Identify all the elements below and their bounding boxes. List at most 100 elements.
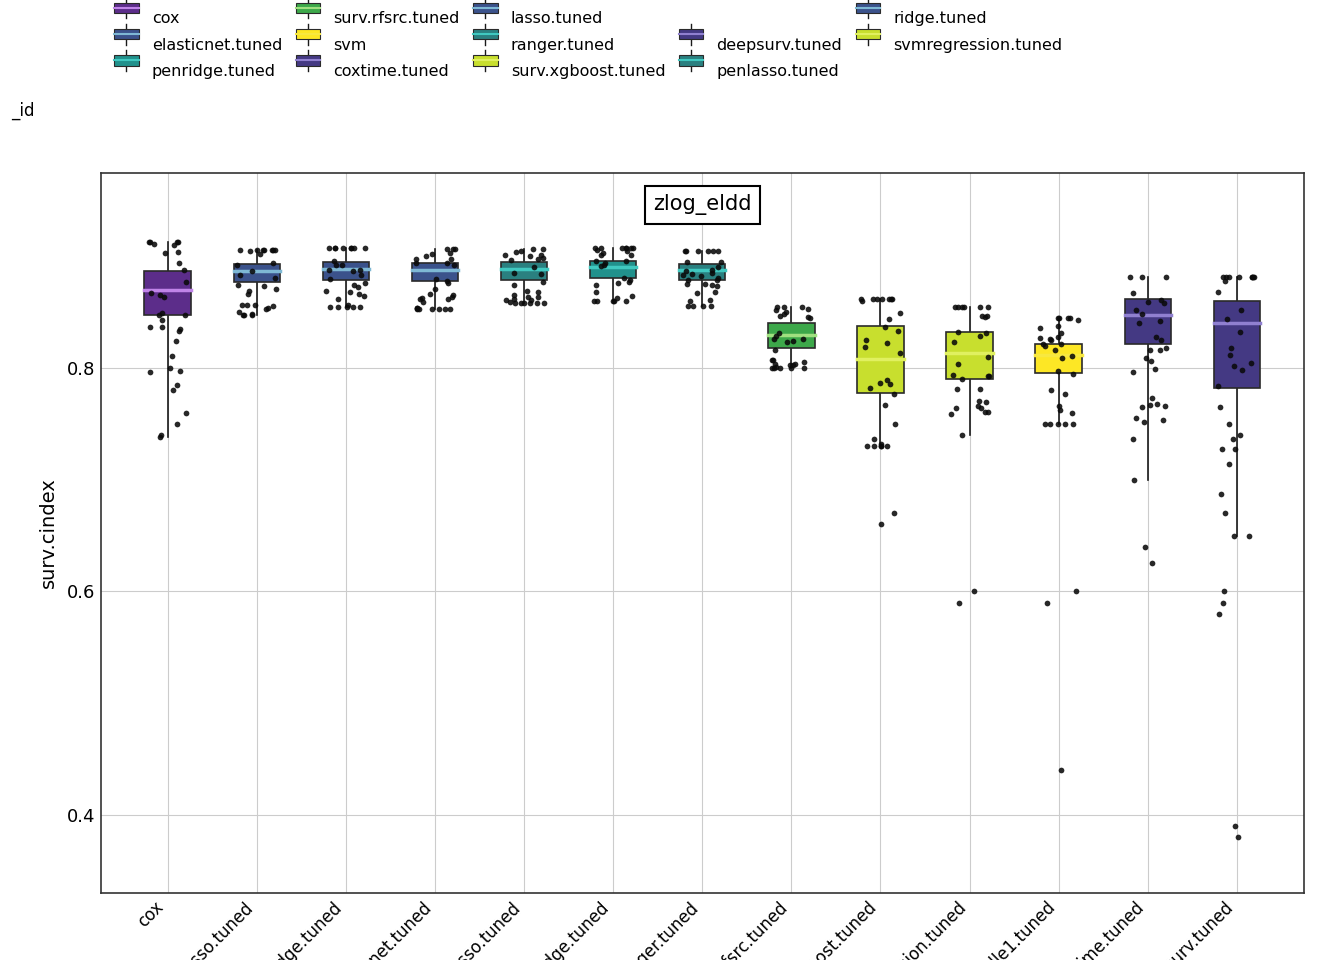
Point bbox=[767, 325, 789, 341]
Point bbox=[328, 292, 349, 307]
Point bbox=[353, 276, 375, 291]
Point bbox=[140, 234, 161, 250]
Point bbox=[855, 340, 876, 355]
Point bbox=[586, 294, 607, 309]
Point bbox=[1140, 342, 1161, 357]
Point bbox=[1141, 556, 1163, 571]
Point bbox=[1040, 332, 1062, 348]
Point bbox=[590, 258, 612, 274]
Bar bbox=[144, 271, 191, 315]
Point bbox=[862, 291, 883, 306]
Point bbox=[1215, 269, 1236, 284]
Point bbox=[144, 236, 165, 252]
Point bbox=[255, 301, 277, 317]
Point bbox=[974, 404, 996, 420]
Point bbox=[1145, 329, 1167, 345]
Point bbox=[1242, 269, 1263, 284]
Point bbox=[875, 397, 896, 413]
Point bbox=[782, 333, 804, 348]
Point bbox=[149, 287, 171, 302]
Point bbox=[530, 267, 551, 282]
Point bbox=[689, 268, 711, 283]
Bar bbox=[946, 332, 993, 379]
Point bbox=[245, 297, 266, 312]
Point bbox=[856, 439, 878, 454]
Point bbox=[770, 360, 792, 375]
Point bbox=[230, 267, 251, 282]
Point bbox=[406, 255, 427, 271]
Point bbox=[797, 301, 818, 317]
Point bbox=[1036, 595, 1058, 611]
Point bbox=[702, 266, 723, 281]
Point bbox=[1212, 595, 1234, 611]
Point bbox=[870, 439, 891, 454]
Point bbox=[239, 243, 261, 258]
Point bbox=[1149, 343, 1171, 358]
Point bbox=[517, 289, 539, 304]
Text: zlog_eldd: zlog_eldd bbox=[653, 194, 751, 215]
Point bbox=[1047, 310, 1068, 325]
Point bbox=[167, 377, 188, 393]
Point bbox=[1047, 318, 1068, 333]
Point bbox=[429, 301, 450, 317]
Point bbox=[1208, 378, 1230, 394]
Point bbox=[1129, 316, 1150, 331]
Point bbox=[782, 357, 804, 372]
Point bbox=[532, 241, 554, 256]
Bar bbox=[679, 264, 726, 280]
Point bbox=[528, 284, 550, 300]
Point bbox=[444, 257, 465, 273]
Point bbox=[336, 300, 358, 315]
Point bbox=[952, 372, 973, 387]
Point bbox=[1059, 310, 1081, 325]
Point bbox=[343, 277, 364, 293]
Point bbox=[173, 263, 195, 278]
Point bbox=[1140, 397, 1161, 413]
Point bbox=[1040, 417, 1062, 432]
Point bbox=[878, 291, 899, 306]
Point bbox=[948, 324, 969, 339]
Point bbox=[849, 291, 871, 306]
Point bbox=[228, 304, 250, 320]
Point bbox=[343, 240, 364, 255]
Point bbox=[406, 300, 427, 316]
Point bbox=[1150, 292, 1172, 307]
Point bbox=[503, 277, 524, 293]
Point bbox=[165, 333, 187, 348]
Point bbox=[859, 380, 880, 396]
Point bbox=[520, 293, 542, 308]
Point bbox=[868, 375, 890, 391]
Point bbox=[707, 243, 728, 258]
Point bbox=[1140, 353, 1161, 369]
Point bbox=[681, 267, 703, 282]
Point bbox=[527, 252, 548, 267]
Point bbox=[152, 305, 173, 321]
Point bbox=[946, 381, 968, 396]
Point bbox=[409, 291, 430, 306]
Point bbox=[763, 331, 785, 347]
Point bbox=[343, 264, 364, 279]
Point bbox=[974, 310, 996, 325]
Point bbox=[698, 243, 719, 258]
Point bbox=[792, 331, 813, 347]
Point bbox=[426, 272, 448, 287]
Point bbox=[495, 247, 516, 262]
Point bbox=[871, 436, 892, 451]
Point bbox=[1034, 417, 1055, 432]
Point bbox=[1137, 295, 1159, 310]
Point bbox=[425, 281, 446, 297]
Point bbox=[948, 356, 969, 372]
Point bbox=[1216, 311, 1238, 326]
Point bbox=[766, 300, 788, 315]
Point bbox=[237, 298, 258, 313]
Point bbox=[677, 298, 699, 313]
Point bbox=[140, 365, 161, 380]
Point bbox=[763, 360, 785, 375]
Point bbox=[785, 357, 806, 372]
Point bbox=[851, 294, 872, 309]
Point bbox=[874, 320, 895, 335]
Point bbox=[702, 263, 723, 278]
Point bbox=[1218, 269, 1239, 284]
Point bbox=[1242, 269, 1263, 284]
Point bbox=[699, 292, 720, 307]
